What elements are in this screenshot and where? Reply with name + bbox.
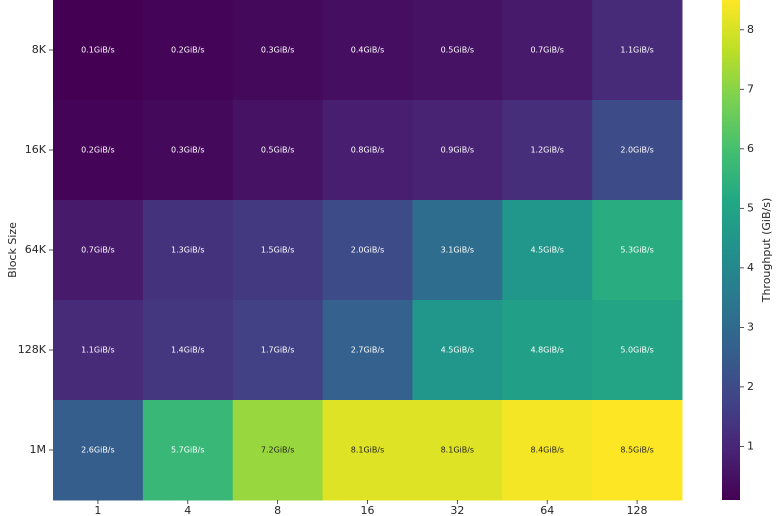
heatmap-cell xyxy=(232,300,324,401)
cell-label: 5.0GiB/s xyxy=(620,346,654,355)
colorbar-tick-label: 6 xyxy=(747,142,754,155)
cell-label: 4.5GiB/s xyxy=(530,246,564,255)
heatmap-cell xyxy=(412,300,503,401)
heatmap-cell xyxy=(502,200,593,301)
y-tick-label: 16K xyxy=(25,143,47,156)
y-tick-label: 1M xyxy=(30,443,47,456)
heatmap-cell xyxy=(322,100,413,201)
heatmap-cell xyxy=(142,200,234,301)
x-tick-label: 64 xyxy=(540,504,554,516)
heatmap-cell xyxy=(592,200,683,301)
heatmap-cell xyxy=(53,400,144,501)
colorbar-tick-label: 3 xyxy=(747,320,754,333)
heatmap-cell xyxy=(232,200,324,301)
heatmap-cell xyxy=(592,300,683,401)
cell-label: 2.0GiB/s xyxy=(620,146,654,155)
heatmap-cell xyxy=(232,100,324,201)
heatmap-cell xyxy=(53,0,144,101)
cell-label: 0.2GiB/s xyxy=(171,46,205,55)
cell-label: 5.3GiB/s xyxy=(620,246,654,255)
colorbar-tick-label: 4 xyxy=(747,261,754,274)
cell-label: 0.1GiB/s xyxy=(81,46,115,55)
x-tick-label: 4 xyxy=(184,504,191,516)
cell-label: 3.1GiB/s xyxy=(441,246,475,255)
cell-label: 2.6GiB/s xyxy=(81,446,115,455)
cell-label: 1.1GiB/s xyxy=(620,46,654,55)
cell-label: 0.4GiB/s xyxy=(351,46,385,55)
cell-label: 0.7GiB/s xyxy=(530,46,564,55)
cell-label: 2.7GiB/s xyxy=(351,346,385,355)
cell-label: 8.1GiB/s xyxy=(441,446,475,455)
cell-label: 0.7GiB/s xyxy=(81,246,115,255)
colorbar-tick-label: 2 xyxy=(747,380,754,393)
heatmap-cell xyxy=(592,400,683,501)
cell-label: 1.7GiB/s xyxy=(261,346,295,355)
cell-label: 8.4GiB/s xyxy=(530,446,564,455)
cell-label: 0.5GiB/s xyxy=(441,46,475,55)
y-tick-label: 128K xyxy=(18,343,47,356)
y-tick-label: 8K xyxy=(32,43,47,56)
heatmap-cell xyxy=(232,0,324,101)
heatmap-cell xyxy=(592,0,683,101)
heatmap-cell xyxy=(322,200,413,301)
heatmap-cell xyxy=(502,100,593,201)
heatmap-cell xyxy=(502,300,593,401)
y-axis-label: Block Size xyxy=(6,222,19,278)
cell-label: 1.5GiB/s xyxy=(261,246,295,255)
heatmap-cell xyxy=(232,400,324,501)
x-tick-label: 16 xyxy=(361,504,375,516)
heatmap-cell xyxy=(502,400,593,501)
x-tick-label: 128 xyxy=(627,504,648,516)
heatmap-cell xyxy=(502,0,593,101)
x-tick-label: 32 xyxy=(450,504,464,516)
heatmap-cell xyxy=(142,100,234,201)
cell-label: 4.5GiB/s xyxy=(441,346,475,355)
colorbar-tick-label: 8 xyxy=(747,23,754,36)
heatmap-cell xyxy=(322,400,413,501)
x-tick-label: 8 xyxy=(274,504,281,516)
cell-label: 5.7GiB/s xyxy=(171,446,205,455)
heatmap-cell xyxy=(53,100,144,201)
cell-label: 1.3GiB/s xyxy=(171,246,205,255)
y-tick-label: 64K xyxy=(25,243,47,256)
cell-label: 0.3GiB/s xyxy=(171,146,205,155)
heatmap-cell xyxy=(142,0,234,101)
cell-label: 8.5GiB/s xyxy=(620,446,654,455)
cell-label: 0.3GiB/s xyxy=(261,46,295,55)
heatmap-cell xyxy=(53,200,144,301)
colorbar-tick-label: 1 xyxy=(747,439,754,452)
colorbar-tick-label: 5 xyxy=(747,201,754,214)
cell-label: 0.8GiB/s xyxy=(351,146,385,155)
cell-label: 2.0GiB/s xyxy=(351,246,385,255)
heatmap-cell xyxy=(53,300,144,401)
heatmap-cell xyxy=(142,400,234,501)
heatmap-cell xyxy=(322,0,413,101)
cell-label: 7.2GiB/s xyxy=(261,446,295,455)
heatmap-cell xyxy=(412,0,503,101)
cell-label: 8.1GiB/s xyxy=(351,446,385,455)
cell-label: 4.8GiB/s xyxy=(530,346,564,355)
cell-label: 0.9GiB/s xyxy=(441,146,475,155)
cell-label: 1.1GiB/s xyxy=(81,346,115,355)
colorbar-label: Throughput (GiB/s) xyxy=(760,198,773,304)
cell-label: 0.5GiB/s xyxy=(261,146,295,155)
heatmap-cell xyxy=(412,200,503,301)
heatmap-cell xyxy=(412,100,503,201)
heatmap-cell xyxy=(322,300,413,401)
heatmap-cell xyxy=(142,300,234,401)
heatmap-cell xyxy=(592,100,683,201)
colorbar-tick-label: 7 xyxy=(747,82,754,95)
cell-label: 1.2GiB/s xyxy=(530,146,564,155)
x-tick-label: 1 xyxy=(94,504,101,516)
colorbar xyxy=(722,0,740,500)
heatmap-cell xyxy=(412,400,503,501)
cell-label: 1.4GiB/s xyxy=(171,346,205,355)
cell-label: 0.2GiB/s xyxy=(81,146,115,155)
